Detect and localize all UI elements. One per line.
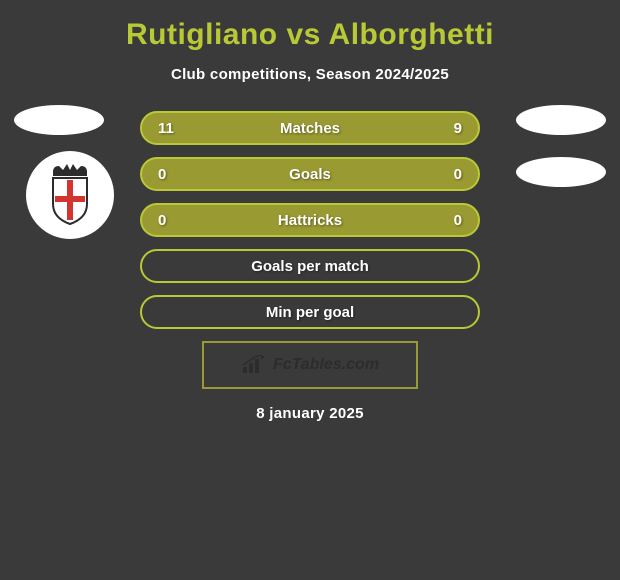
page-title: Rutigliano vs Alborghetti	[0, 18, 620, 52]
brand-label: FcTables.com	[273, 356, 379, 374]
page-subtitle: Club competitions, Season 2024/2025	[0, 66, 620, 83]
stat-value-left: 11	[158, 120, 174, 137]
stat-row: 0 Hattricks 0	[140, 203, 480, 237]
player-left-badge	[14, 105, 104, 135]
stat-label: Min per goal	[266, 304, 354, 321]
stat-value-left: 0	[158, 166, 166, 183]
stats-section: 11 Matches 9 0 Goals 0 0 Hattricks 0 Goals per ma…	[0, 111, 620, 422]
stat-label: Goals per match	[251, 258, 369, 275]
stat-row: 0 Goals 0	[140, 157, 480, 191]
player-right-badge-1	[516, 105, 606, 135]
stat-label: Matches	[280, 120, 340, 137]
chart-icon	[241, 355, 267, 375]
stat-value-right: 0	[454, 212, 462, 229]
stat-row: Goals per match	[140, 249, 480, 283]
player-right-badge-2	[516, 157, 606, 187]
club-logo-icon	[26, 151, 114, 239]
stat-value-right: 9	[454, 120, 462, 137]
stat-row: 11 Matches 9	[140, 111, 480, 145]
stat-row: Min per goal	[140, 295, 480, 329]
stat-value-right: 0	[454, 166, 462, 183]
brand-box: FcTables.com	[202, 341, 418, 389]
stat-label: Hattricks	[278, 212, 342, 229]
stat-value-left: 0	[158, 212, 166, 229]
stat-label: Goals	[289, 166, 331, 183]
date-label: 8 january 2025	[0, 405, 620, 422]
